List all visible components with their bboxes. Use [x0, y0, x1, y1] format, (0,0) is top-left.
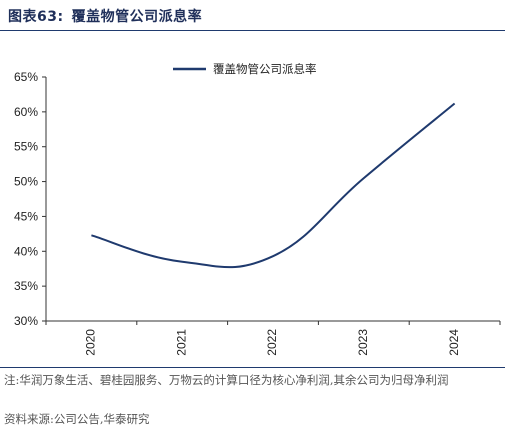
y-axis: 30% 35% 40% 45% 50% 55% 60% 65%	[14, 70, 47, 328]
y-tick-label: 55%	[14, 140, 38, 154]
series-line	[91, 102, 456, 269]
x-tick-label: 2021	[174, 329, 188, 356]
source-note: 资料来源:公司公告,华泰研究	[4, 412, 150, 426]
figure-number: 图表63:	[8, 9, 64, 25]
y-tick-label: 35%	[14, 279, 38, 293]
footnote: 注:华润万象生活、碧桂园服务、万物云的计算口径为核心净利润,其余公司为归母净利润	[4, 373, 449, 387]
x-axis: 2020 2021 2022 2023 2024	[45, 320, 501, 356]
y-tick-label: 50%	[14, 175, 38, 189]
x-tick-label: 2022	[265, 329, 279, 356]
legend-label: 覆盖物管公司派息率	[213, 62, 317, 76]
y-tick-label: 65%	[14, 70, 38, 84]
y-tick-label: 45%	[14, 209, 38, 223]
line-chart: 覆盖物管公司派息率 30%35%40%45%50%55%60%65% 2020 2…	[14, 62, 501, 356]
y-tick-label: 30%	[14, 314, 38, 328]
top-rule	[0, 30, 505, 31]
bottom-rule	[0, 367, 505, 368]
x-tick-label: 2024	[447, 329, 461, 356]
y-tick-label: 40%	[14, 244, 38, 258]
y-tick-label: 60%	[14, 105, 38, 119]
x-tick-label: 2020	[84, 329, 98, 356]
legend: 覆盖物管公司派息率	[173, 62, 317, 76]
figure-title-text: 覆盖物管公司派息率	[71, 9, 203, 25]
x-tick-label: 2023	[356, 329, 370, 356]
figure-title: 图表63: 覆盖物管公司派息率	[8, 6, 202, 26]
